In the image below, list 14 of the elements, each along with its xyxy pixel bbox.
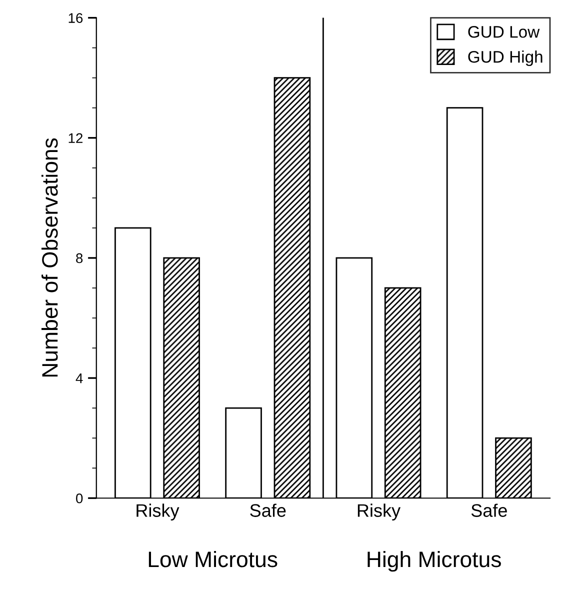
legend-label: GUD Low [468,26,540,38]
legend-label: GUD High [468,50,542,66]
text: High Microtus [368,550,501,572]
x-tick-label: Safe [471,504,507,517]
y-tick-label: 8 [76,253,83,264]
y-tick-label: 0 [76,493,83,504]
x-tick-label: Risky [358,504,401,521]
y-tick-label: 16 [68,13,83,23]
y-axis-title: Number of Observations [41,138,58,377]
text: Low Microtus [148,550,278,568]
y-tick-label: 4 [76,374,83,384]
y-tick-label: 12 [68,133,82,143]
x-tick-label: Risky [136,504,180,521]
x-tick-label: Safe [250,504,286,517]
